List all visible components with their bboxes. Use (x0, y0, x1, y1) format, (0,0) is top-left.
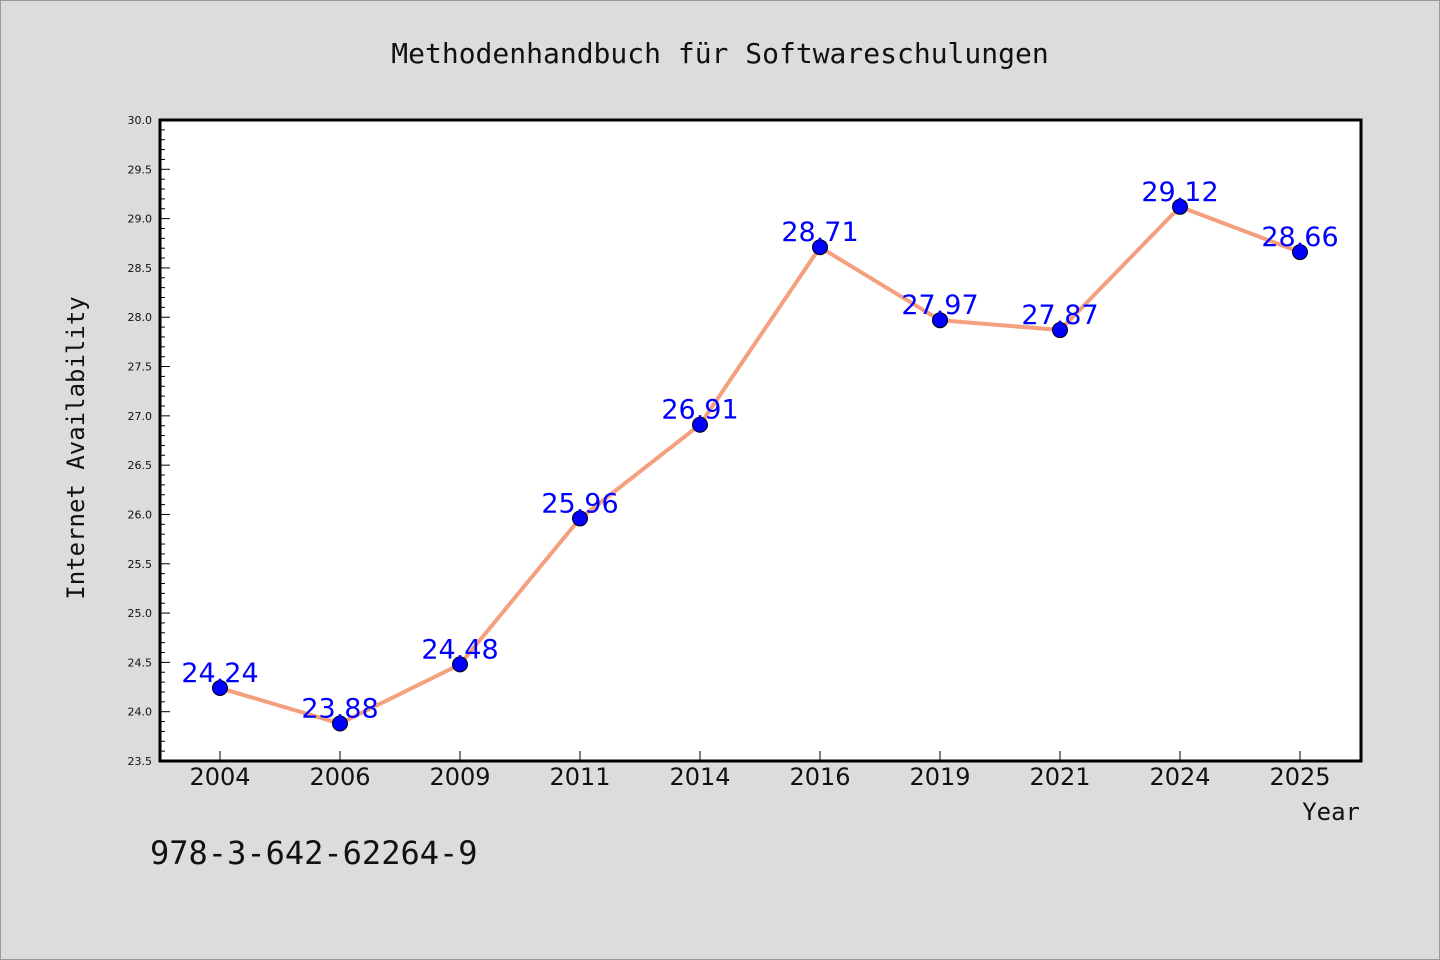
x-tick-label: 2025 (1269, 763, 1330, 791)
data-point (452, 656, 468, 673)
data-label: 24.48 (421, 634, 498, 665)
data-point (572, 510, 588, 527)
x-tick-label: 2011 (549, 763, 610, 791)
x-axis-label: Year (1302, 798, 1360, 826)
isbn-annotation: 978-3-642-62264-9 (150, 834, 478, 872)
x-tick-label: 2009 (429, 763, 490, 791)
data-point (1052, 322, 1068, 339)
data-label: 28.71 (781, 217, 858, 248)
series-line (218, 204, 1302, 726)
data-point (1172, 198, 1188, 215)
x-tick-label: 2006 (309, 763, 370, 791)
y-tick-label: 24.0 (128, 706, 153, 719)
y-axis: 23.5 24.0 24.5 25.0 25.5 26.0 26.5 27.0 27.5 28.0… (128, 114, 170, 768)
x-tick-label: 2019 (909, 763, 970, 791)
plot-border (158, 118, 1363, 763)
y-tick-label: 29.0 (128, 213, 153, 226)
data-point (932, 312, 948, 329)
y-tick-label: 25.0 (128, 607, 153, 620)
y-tick-label: 26.5 (128, 459, 153, 472)
y-axis-label: Internet Availability (62, 296, 90, 599)
data-point (812, 239, 828, 256)
y-tick-label: 30.0 (128, 114, 153, 127)
y-tick-label: 27.0 (128, 410, 153, 423)
y-tick-label: 28.0 (128, 311, 153, 324)
y-tick-label: 28.5 (128, 262, 153, 275)
y-tick-label: 26.0 (128, 508, 153, 521)
y-tick-label: 27.5 (128, 361, 153, 374)
data-label: 29.12 (1141, 177, 1218, 208)
data-point (212, 680, 228, 697)
data-point (332, 715, 348, 732)
x-tick-label: 2016 (789, 763, 850, 791)
data-label: 23.88 (301, 694, 378, 725)
data-label: 25.96 (541, 488, 618, 519)
data-labels: 24.24 23.88 24.48 25.96 26.91 28.71 27.97 27.87… (181, 177, 1338, 725)
data-label: 26.91 (661, 395, 738, 426)
y-tick-label: 24.5 (128, 656, 153, 669)
data-point (1292, 244, 1308, 261)
y-tick-label: 23.5 (128, 755, 153, 768)
y-tick-label: 25.5 (128, 558, 153, 571)
x-axis: 2004 2006 2009 2011 2014 2016 2019 2021 2024 2025 (189, 751, 1331, 791)
data-label: 24.24 (181, 658, 258, 689)
plot-area (160, 120, 1361, 761)
x-tick-label: 2024 (1149, 763, 1210, 791)
data-point (692, 416, 708, 433)
x-tick-label: 2021 (1029, 763, 1090, 791)
series-markers (212, 198, 1308, 732)
x-tick-label: 2004 (189, 763, 250, 791)
x-tick-label: 2014 (669, 763, 730, 791)
data-label: 27.87 (1021, 300, 1098, 331)
chart-title: Methodenhandbuch für Softwareschulungen (391, 37, 1048, 70)
y-tick-label: 29.5 (128, 163, 153, 176)
data-label: 27.97 (901, 290, 978, 321)
data-label: 28.66 (1261, 222, 1338, 253)
